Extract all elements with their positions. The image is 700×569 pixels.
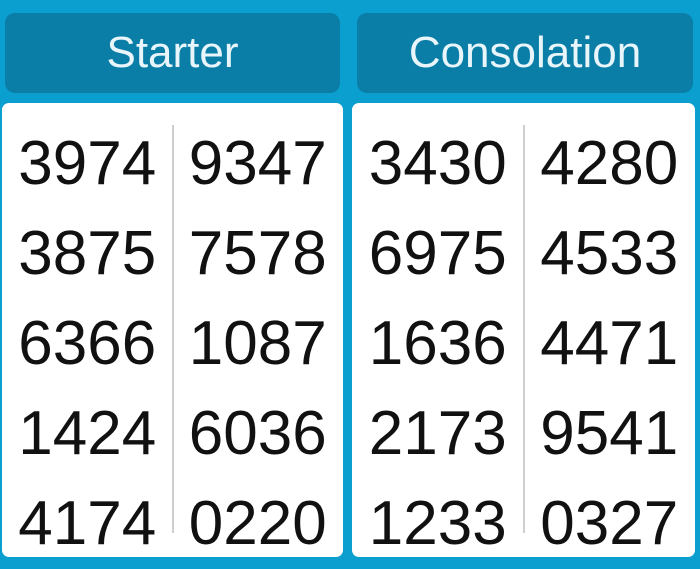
number-cell: 6036	[188, 399, 327, 468]
starter-card: 3974 3875 6366 1424 4174 9347 7578 1087 …	[2, 103, 344, 558]
starter-header: Starter	[5, 13, 340, 93]
starter-right-column: 9347 7578 1087 6036 0220	[173, 103, 344, 558]
number-cell: 0220	[188, 489, 327, 558]
number-cell: 9541	[540, 399, 679, 468]
number-cell: 1424	[18, 399, 157, 468]
number-cell: 6975	[368, 219, 507, 288]
number-cell: 4471	[540, 309, 679, 378]
consolation-left-column: 3430 6975 1636 2173 1233	[352, 103, 524, 558]
column-divider	[171, 125, 174, 533]
number-cell: 3974	[18, 129, 157, 198]
number-cell: 4174	[18, 489, 157, 558]
number-cell: 2173	[368, 399, 507, 468]
consolation-card: 3430 6975 1636 2173 1233 4280 4533 4471 …	[352, 103, 696, 558]
number-cell: 4533	[540, 219, 679, 288]
number-cell: 7578	[188, 219, 327, 288]
number-cell: 3430	[368, 129, 507, 198]
number-cell: 0327	[540, 489, 679, 558]
consolation-right-column: 4280 4533 4471 9541 0327	[524, 103, 696, 558]
starter-left-column: 3974 3875 6366 1424 4174	[2, 103, 173, 558]
number-cell: 1636	[368, 309, 507, 378]
number-cell: 3875	[18, 219, 157, 288]
number-cell: 1087	[188, 309, 327, 378]
number-cell: 4280	[540, 129, 679, 198]
consolation-header: Consolation	[357, 13, 693, 93]
column-divider	[522, 125, 525, 533]
number-cell: 9347	[188, 129, 327, 198]
number-cell: 1233	[368, 489, 507, 558]
number-cell: 6366	[18, 309, 157, 378]
